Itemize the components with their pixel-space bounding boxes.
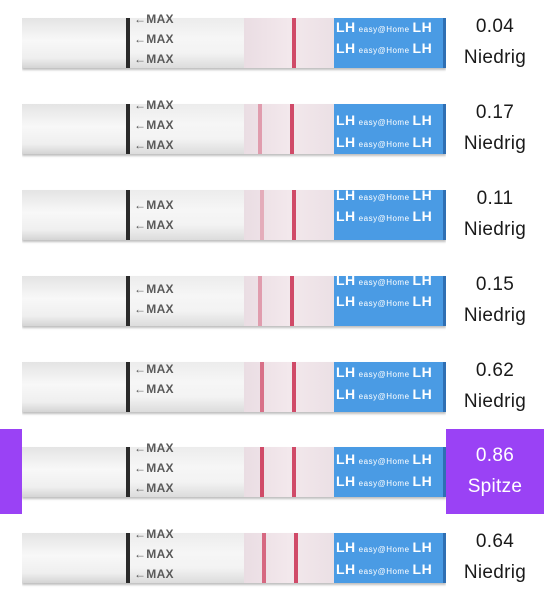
- control-line: [292, 447, 296, 497]
- result-value-box[interactable]: 0.62 Niedrig: [446, 344, 544, 429]
- max-markings: ←MAX ←MAX ←MAX: [134, 12, 174, 66]
- max-markings: ←MAX ←MAX: [134, 362, 174, 396]
- lh-level: Niedrig: [463, 47, 527, 68]
- test-line: [260, 447, 264, 497]
- brand-label: LH easy@Home LH LH easy@Home LH: [334, 104, 446, 154]
- max-divider-line: [126, 190, 130, 240]
- brand-label: LH easy@Home LH LH easy@Home LH: [334, 18, 446, 68]
- test-result-row[interactable]: ←MAX ←MAX LH easy@Home LH LH easy@Home LH 0.…: [0, 172, 544, 257]
- result-window: [244, 276, 334, 326]
- selection-indicator: [0, 429, 22, 514]
- brand-label: LH easy@Home LH LH easy@Home LH: [334, 276, 446, 326]
- test-strip-image[interactable]: ←MAX ←MAX LH easy@Home LH LH easy@Home LH: [22, 258, 446, 343]
- test-line: [258, 104, 262, 154]
- brand-label: LH easy@Home LH LH easy@Home LH: [334, 533, 446, 583]
- test-strip-image[interactable]: ←MAX ←MAX ←MAX LH easy@Home LH LH easy@Home…: [22, 0, 446, 85]
- lh-value: 0.11: [476, 188, 514, 209]
- result-window: [244, 362, 334, 412]
- max-markings: ←MAX ←MAX: [134, 198, 174, 232]
- result-window: [244, 18, 334, 68]
- result-value-box[interactable]: 0.17 Niedrig: [446, 86, 544, 171]
- result-value-box[interactable]: 0.64 Niedrig: [446, 515, 544, 600]
- lh-value: 0.62: [475, 360, 515, 381]
- control-line: [290, 104, 294, 154]
- test-strip-image[interactable]: ←MAX ←MAX ←MAX LH easy@Home LH LH easy@Home…: [22, 429, 446, 514]
- test-line: [260, 190, 264, 240]
- brand-label: LH easy@Home LH LH easy@Home LH: [334, 447, 446, 497]
- test-strip-image[interactable]: ←MAX ←MAX LH easy@Home LH LH easy@Home LH: [22, 172, 446, 257]
- brand-label: LH easy@Home LH LH easy@Home LH: [334, 362, 446, 412]
- control-line: [292, 18, 296, 68]
- lh-value: 0.64: [475, 531, 515, 552]
- max-markings: ←MAX ←MAX ←MAX: [134, 441, 174, 495]
- test-result-row[interactable]: ←MAX ←MAX ←MAX LH easy@Home LH LH easy@Home…: [0, 0, 544, 85]
- control-line: [294, 533, 298, 583]
- lh-value: 0.15: [475, 274, 515, 295]
- lh-value: 0.17: [475, 102, 515, 123]
- max-divider-line: [126, 447, 130, 497]
- test-line: [262, 533, 266, 583]
- result-window: [244, 190, 334, 240]
- result-window: [244, 533, 334, 583]
- test-line: [258, 276, 262, 326]
- test-result-row[interactable]: ←MAX ←MAX ←MAX LH easy@Home LH LH easy@Home…: [0, 86, 544, 171]
- lh-level: Niedrig: [463, 562, 527, 583]
- lh-value: 0.86: [475, 445, 515, 466]
- test-strip-image[interactable]: ←MAX ←MAX ←MAX LH easy@Home LH LH easy@Home…: [22, 515, 446, 600]
- test-result-row[interactable]: ←MAX ←MAX LH easy@Home LH LH easy@Home LH 0.…: [0, 344, 544, 429]
- max-markings: ←MAX ←MAX ←MAX: [134, 527, 174, 581]
- control-line: [290, 276, 294, 326]
- test-result-row[interactable]: ←MAX ←MAX LH easy@Home LH LH easy@Home LH 0.…: [0, 258, 544, 343]
- brand-label: LH easy@Home LH LH easy@Home LH: [334, 190, 446, 240]
- max-divider-line: [126, 18, 130, 68]
- test-result-row-selected[interactable]: ←MAX ←MAX ←MAX LH easy@Home LH LH easy@Home…: [0, 429, 544, 514]
- result-value-box[interactable]: 0.11 Niedrig: [446, 172, 544, 257]
- control-line: [292, 362, 296, 412]
- max-markings: ←MAX ←MAX ←MAX: [134, 98, 174, 152]
- lh-level: Spitze: [467, 476, 523, 497]
- lh-level: Niedrig: [463, 133, 527, 154]
- result-window: [244, 104, 334, 154]
- lh-level: Niedrig: [463, 391, 527, 412]
- test-result-row[interactable]: ←MAX ←MAX ←MAX LH easy@Home LH LH easy@Home…: [0, 515, 544, 600]
- result-value-box[interactable]: 0.86 Spitze: [446, 429, 544, 514]
- lh-level: Niedrig: [463, 219, 527, 240]
- result-window: [244, 447, 334, 497]
- result-value-box[interactable]: 0.04 Niedrig: [446, 0, 544, 85]
- test-strip-image[interactable]: ←MAX ←MAX LH easy@Home LH LH easy@Home LH: [22, 344, 446, 429]
- max-divider-line: [126, 362, 130, 412]
- lh-value: 0.04: [475, 16, 515, 37]
- test-line: [260, 362, 264, 412]
- control-line: [292, 190, 296, 240]
- max-divider-line: [126, 104, 130, 154]
- max-divider-line: [126, 276, 130, 326]
- lh-level: Niedrig: [463, 305, 527, 326]
- max-divider-line: [126, 533, 130, 583]
- max-markings: ←MAX ←MAX: [134, 282, 174, 316]
- test-strip-image[interactable]: ←MAX ←MAX ←MAX LH easy@Home LH LH easy@Home…: [22, 86, 446, 171]
- result-value-box[interactable]: 0.15 Niedrig: [446, 258, 544, 343]
